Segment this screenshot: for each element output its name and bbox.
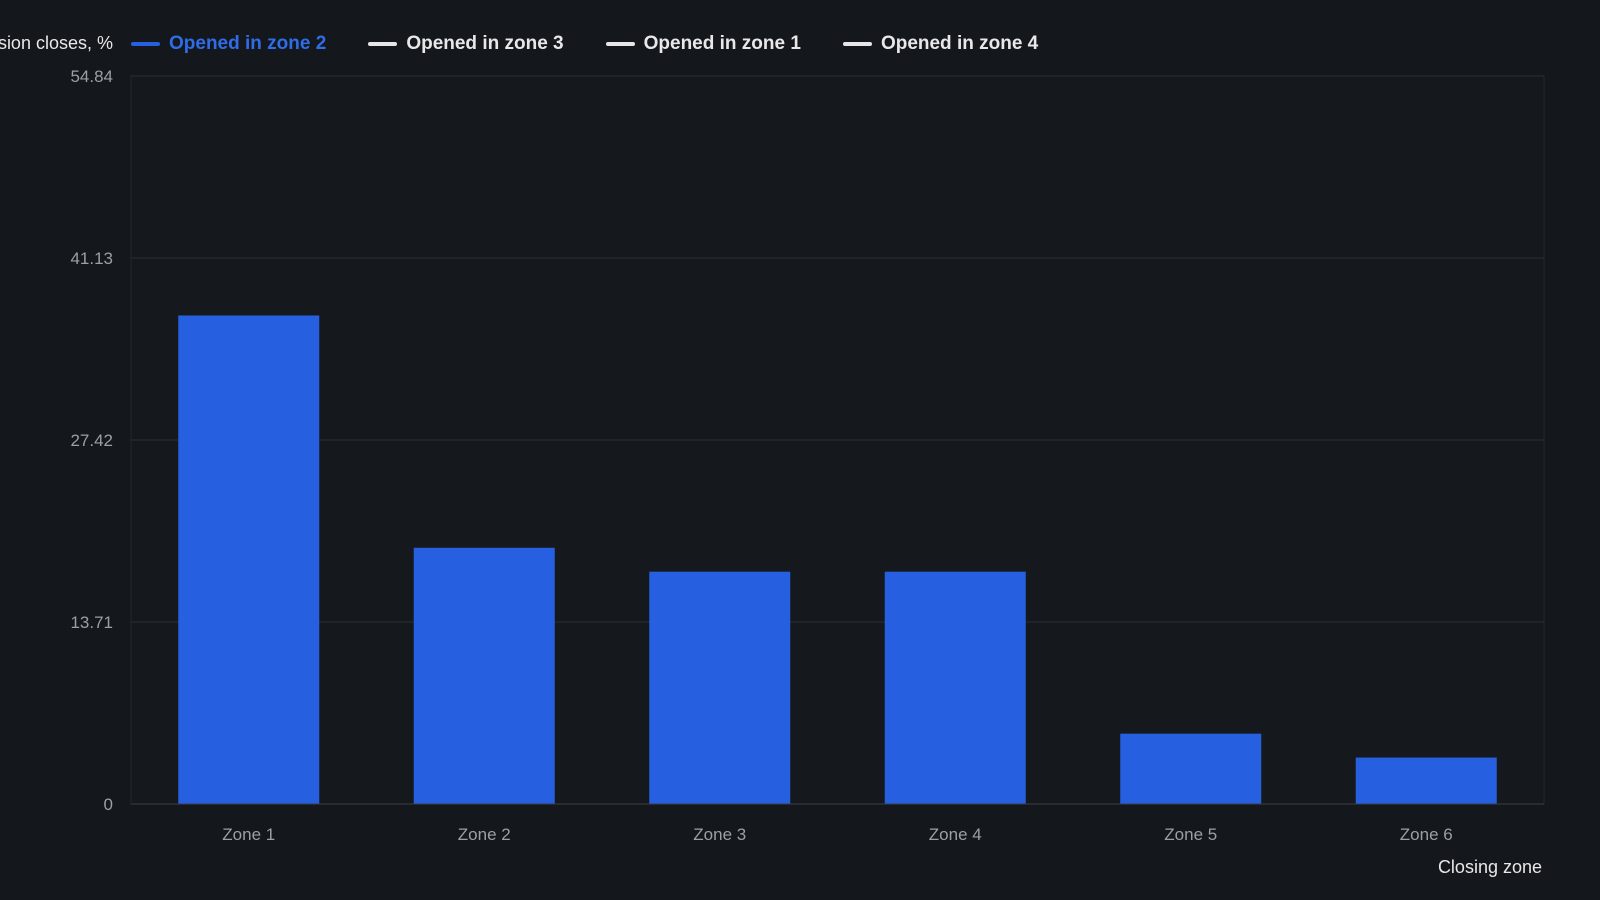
y-tick-label: 27.42 (70, 431, 113, 450)
y-tick-label: 13.71 (70, 613, 113, 632)
bar-zone-4[interactable] (884, 571, 1026, 804)
legend-item-4[interactable]: Opened in zone 4 (842, 33, 1039, 55)
chart-legend: Opened in zone 2 Opened in zone 3 Opened i… (131, 33, 1038, 55)
y-tick-label: 41.13 (70, 249, 113, 268)
legend-item-2[interactable]: Opened in zone 3 (368, 33, 564, 55)
legend-swatch (842, 42, 872, 46)
legend-swatch (368, 42, 398, 46)
legend-label: Opened in zone 4 (880, 33, 1039, 54)
x-tick-label: Zone 6 (1400, 825, 1453, 844)
legend-item-1[interactable]: Opened in zone 2 (131, 33, 326, 55)
bar-zone-3[interactable] (649, 571, 791, 804)
legend-swatch (605, 42, 635, 46)
legend-label: Opened in zone 1 (643, 33, 801, 54)
x-tick-label: Zone 4 (929, 825, 982, 844)
bar-zone-6[interactable] (1355, 757, 1497, 804)
y-axis-label: sion closes, % (0, 33, 113, 53)
legend-item-3[interactable]: Opened in zone 1 (605, 33, 801, 55)
y-tick-label: 54.84 (70, 67, 113, 86)
bar-zone-1[interactable] (178, 315, 320, 804)
bar-zone-5[interactable] (1120, 733, 1262, 804)
x-tick-label: Zone 2 (458, 825, 511, 844)
legend-swatch (131, 42, 160, 46)
x-axis-label: Closing zone (1437, 857, 1542, 877)
legend-label: Opened in zone 2 (169, 33, 327, 54)
y-tick-label: 0 (104, 795, 113, 814)
legend-label: Opened in zone 3 (406, 33, 564, 54)
x-tick-label: Zone 5 (1164, 825, 1217, 844)
x-tick-label: Zone 3 (693, 825, 746, 844)
x-tick-label: Zone 1 (222, 825, 275, 844)
bar-zone-2[interactable] (413, 547, 555, 804)
